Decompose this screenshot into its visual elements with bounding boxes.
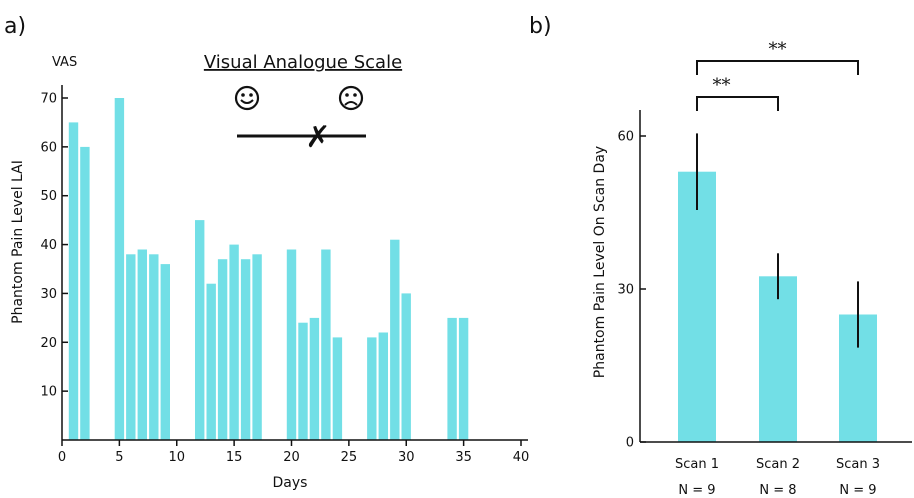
significance-label: ** (769, 39, 787, 60)
y-tick-label: 30 (40, 287, 57, 302)
sample-size-label: N = 9 (678, 483, 715, 498)
category-label: Scan 1 (675, 457, 719, 472)
bar-day-5 (114, 98, 125, 440)
bar-day-13 (206, 283, 216, 440)
y-tick-label: 50 (40, 189, 57, 204)
sample-size-label: N = 9 (839, 483, 876, 498)
bar-day-2 (80, 146, 90, 440)
y-tick-label: 60 (617, 130, 634, 145)
y-tick-label: 40 (40, 238, 57, 253)
y-unit-label: VAS (52, 55, 77, 70)
bar-day-21 (298, 322, 308, 440)
bar-day-20 (286, 249, 297, 440)
x-tick-label: 25 (341, 450, 358, 465)
bar-day-22 (309, 317, 320, 440)
panel-a-label: a) (4, 14, 26, 39)
x-tick-label: 15 (226, 450, 243, 465)
x-tick-label: 35 (455, 450, 472, 465)
bar-day-15 (229, 244, 239, 440)
panel-a-ticks: 0 5 10 15 20 25 30 35 40 10 20 30 40 50 60 70 (40, 92, 529, 466)
panel-b-y-axis-title: Phantom Pain Level On Scan Day (592, 146, 608, 378)
x-tick-label: 40 (513, 450, 530, 465)
sad-face-icon (338, 85, 364, 111)
bar-day-28 (378, 332, 388, 440)
x-tick-label: 0 (58, 450, 66, 465)
vas-title: Visual Analogue Scale (204, 52, 402, 73)
significance-label: ** (713, 75, 731, 96)
bar-day-16 (240, 259, 251, 440)
bar-day-27 (367, 337, 377, 440)
y-tick-label: 20 (40, 336, 57, 351)
bar-day-23 (321, 249, 331, 440)
bar-day-30 (401, 293, 411, 440)
bar-day-6 (126, 254, 136, 440)
bar-day-24 (332, 337, 343, 440)
y-tick-label: 70 (40, 92, 57, 107)
x-tick-label: 5 (115, 450, 123, 465)
panel-a-y-axis-title: Phantom Pain Level LAI (10, 160, 26, 324)
panel-a-bars (68, 98, 469, 441)
sample-size-label: N = 8 (759, 483, 796, 498)
bar-day-29 (390, 239, 400, 440)
significance-brackets: ** ** (696, 39, 859, 111)
category-label: Scan 3 (836, 457, 880, 472)
bar-day-7 (137, 249, 147, 440)
bar-scan-1 (678, 171, 716, 442)
y-tick-label: 30 (617, 283, 634, 298)
panel-b-label: b) (529, 14, 552, 39)
bar-scan-2 (759, 276, 797, 443)
bar-day-8 (149, 254, 159, 440)
x-tick-label: 20 (283, 450, 300, 465)
vas-inset: Visual Analogue Scale ✗ (204, 52, 402, 155)
y-tick-label: 0 (626, 436, 634, 451)
panel-b-bars (678, 133, 877, 443)
bar-day-1 (68, 122, 79, 441)
y-tick-label: 10 (40, 385, 57, 400)
bar-day-34 (447, 317, 457, 440)
bar-day-14 (217, 259, 228, 440)
panel-a-x-axis-title: Days (273, 475, 308, 491)
bar-day-12 (195, 220, 205, 440)
bar-day-35 (458, 317, 469, 440)
y-tick-label: 60 (40, 140, 57, 155)
panel-b-chart: b) Phantom Pain Level On Scan Day 0 30 60 S… (529, 14, 912, 498)
category-label: Scan 2 (756, 457, 800, 472)
x-tick-label: 10 (168, 450, 185, 465)
smiley-face-icon (234, 85, 260, 111)
vas-marker: ✗ (305, 120, 330, 155)
significance-bracket (696, 60, 859, 75)
bar-day-9 (160, 264, 170, 440)
significance-bracket (696, 96, 779, 111)
panel-a-chart: a) VAS Phantom Pain Level LAI Days 0 5 10 1… (4, 14, 529, 491)
panel-b-ticks: 0 30 60 Scan 1 N = 9 Scan 2 N = 8 Scan 3 N = 9 (617, 130, 880, 498)
bar-day-17 (252, 254, 262, 440)
x-tick-label: 30 (398, 450, 415, 465)
